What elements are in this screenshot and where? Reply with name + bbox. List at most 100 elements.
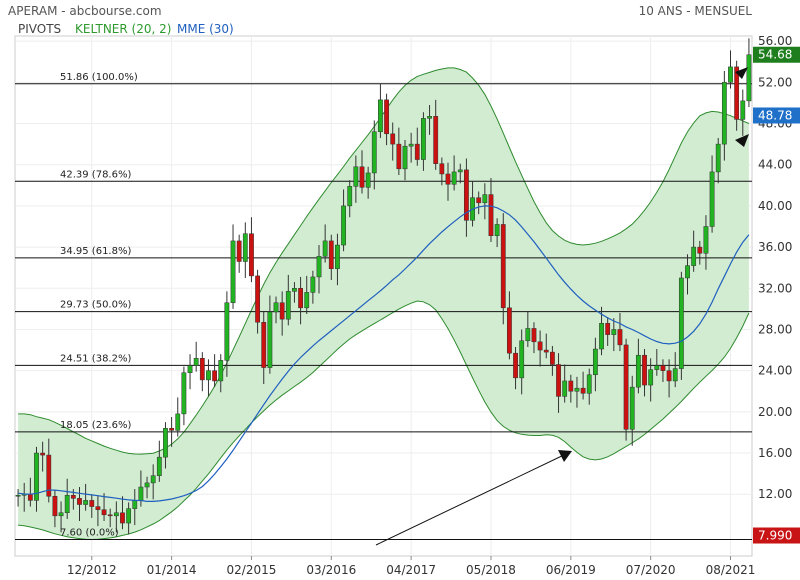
x-tick-label: 07/2020 — [626, 563, 676, 577]
candle-body — [396, 143, 402, 170]
candle-body — [378, 99, 383, 133]
candle-body — [451, 171, 457, 185]
fibonacci-layer: 51.86 (100.0%) 42.39 (78.6%) 34.95 (61.8%)… — [15, 72, 752, 541]
chart-period: 10 ANS - MENSUEL — [638, 4, 752, 18]
candle-body — [132, 500, 138, 509]
legend-pivots[interactable]: PIVOTS — [18, 22, 62, 36]
pivot-arrow-up — [735, 67, 748, 79]
x-tick-label: 01/2014 — [147, 563, 197, 577]
mme-layer — [18, 205, 750, 502]
candle-body — [464, 169, 469, 221]
candle-body — [697, 246, 703, 254]
keltner-lower-line — [18, 300, 750, 541]
candle-body — [562, 380, 568, 397]
fib-level-label: 24.51 (38.2%) — [60, 353, 131, 364]
candle-body — [715, 143, 721, 173]
candle-body — [89, 500, 95, 507]
candle-body — [298, 288, 303, 309]
candle-body — [273, 302, 279, 313]
fib-level-label: 18.05 (23.6%) — [60, 420, 131, 431]
candle-body — [150, 475, 156, 484]
candle-body — [549, 351, 555, 365]
legend-mme[interactable]: MME (30) — [177, 22, 234, 36]
candle-body — [623, 344, 629, 430]
candle-body — [138, 486, 144, 501]
candle-body — [107, 514, 113, 517]
y-tick-label: 40.00 — [758, 199, 792, 213]
candle-body — [635, 354, 641, 388]
candle-body — [500, 224, 506, 309]
candles-layer — [15, 38, 752, 535]
candle-body — [279, 302, 285, 320]
candle-body — [267, 311, 273, 368]
candle-body — [255, 275, 260, 323]
candle-body — [476, 197, 482, 204]
candle-body — [660, 365, 666, 371]
candle-body — [709, 171, 715, 227]
candle-body — [181, 372, 187, 415]
candle-body — [390, 133, 396, 145]
candle-body — [482, 194, 488, 204]
pivot-arrow-mid — [735, 134, 749, 147]
candle-body — [721, 82, 727, 145]
candle-body — [629, 386, 635, 430]
mme-price-badge-bg — [753, 107, 800, 124]
candle-body — [525, 328, 531, 342]
candle-body — [212, 370, 218, 382]
x-tick-label: 03/2016 — [306, 563, 356, 577]
candle-body — [242, 233, 248, 262]
legend-keltner[interactable]: KELTNER (20, 2) — [75, 22, 172, 36]
y-tick-label: 36.00 — [758, 240, 792, 254]
candle-body — [574, 387, 580, 392]
candle-body — [261, 322, 267, 368]
y-tick-label: 12.00 — [758, 487, 792, 501]
y-tick-label: 16.00 — [758, 446, 792, 460]
candle-body — [580, 387, 586, 394]
candle-body — [611, 329, 617, 335]
candle-body — [642, 354, 647, 386]
candle-body — [746, 54, 752, 102]
low-price-badge: 7.990 — [758, 529, 792, 543]
last-price-badge-bg — [753, 46, 800, 63]
candle-body — [439, 163, 445, 175]
candle-body — [666, 370, 672, 382]
fib-level-label: 34.95 (61.8%) — [60, 246, 131, 257]
candle-body — [83, 500, 89, 505]
x-tick-label: 05/2018 — [466, 563, 516, 577]
candle-body — [740, 100, 746, 120]
candle-body — [586, 374, 592, 394]
candle-body — [341, 205, 346, 246]
candle-body — [310, 276, 316, 293]
candle-body — [513, 352, 518, 379]
candle-body — [156, 456, 162, 476]
candle-body — [15, 494, 21, 497]
trend-arrow-line — [375, 452, 569, 546]
chart-title: APERAM - abcbourse.com — [8, 4, 162, 18]
candle-body — [408, 143, 414, 147]
candle-body — [654, 365, 660, 370]
candle-body — [193, 358, 199, 366]
candle-body — [52, 496, 58, 517]
candle-body — [249, 233, 254, 277]
candle-body — [101, 509, 107, 516]
candle-body — [414, 143, 420, 160]
candle-body — [648, 369, 654, 386]
candle-body — [445, 173, 451, 185]
keltner-upper-line — [18, 67, 750, 455]
y-tick-label: 44.00 — [758, 158, 792, 172]
candle-body — [402, 145, 408, 170]
candle-body — [144, 482, 150, 488]
x-tick-label: 06/2019 — [546, 563, 596, 577]
candle-body — [519, 340, 525, 379]
x-tick-label: 08/2021 — [706, 563, 756, 577]
candle-body — [169, 428, 175, 431]
candle-body — [70, 494, 76, 499]
candle-body — [617, 329, 623, 346]
candle-body — [163, 428, 168, 458]
candle-body — [685, 265, 690, 279]
y-tick-label: 56.00 — [758, 34, 792, 48]
candle-body — [672, 368, 678, 382]
y-tick-label: 32.00 — [758, 281, 792, 295]
x-tick-label: 12/2012 — [67, 563, 117, 577]
